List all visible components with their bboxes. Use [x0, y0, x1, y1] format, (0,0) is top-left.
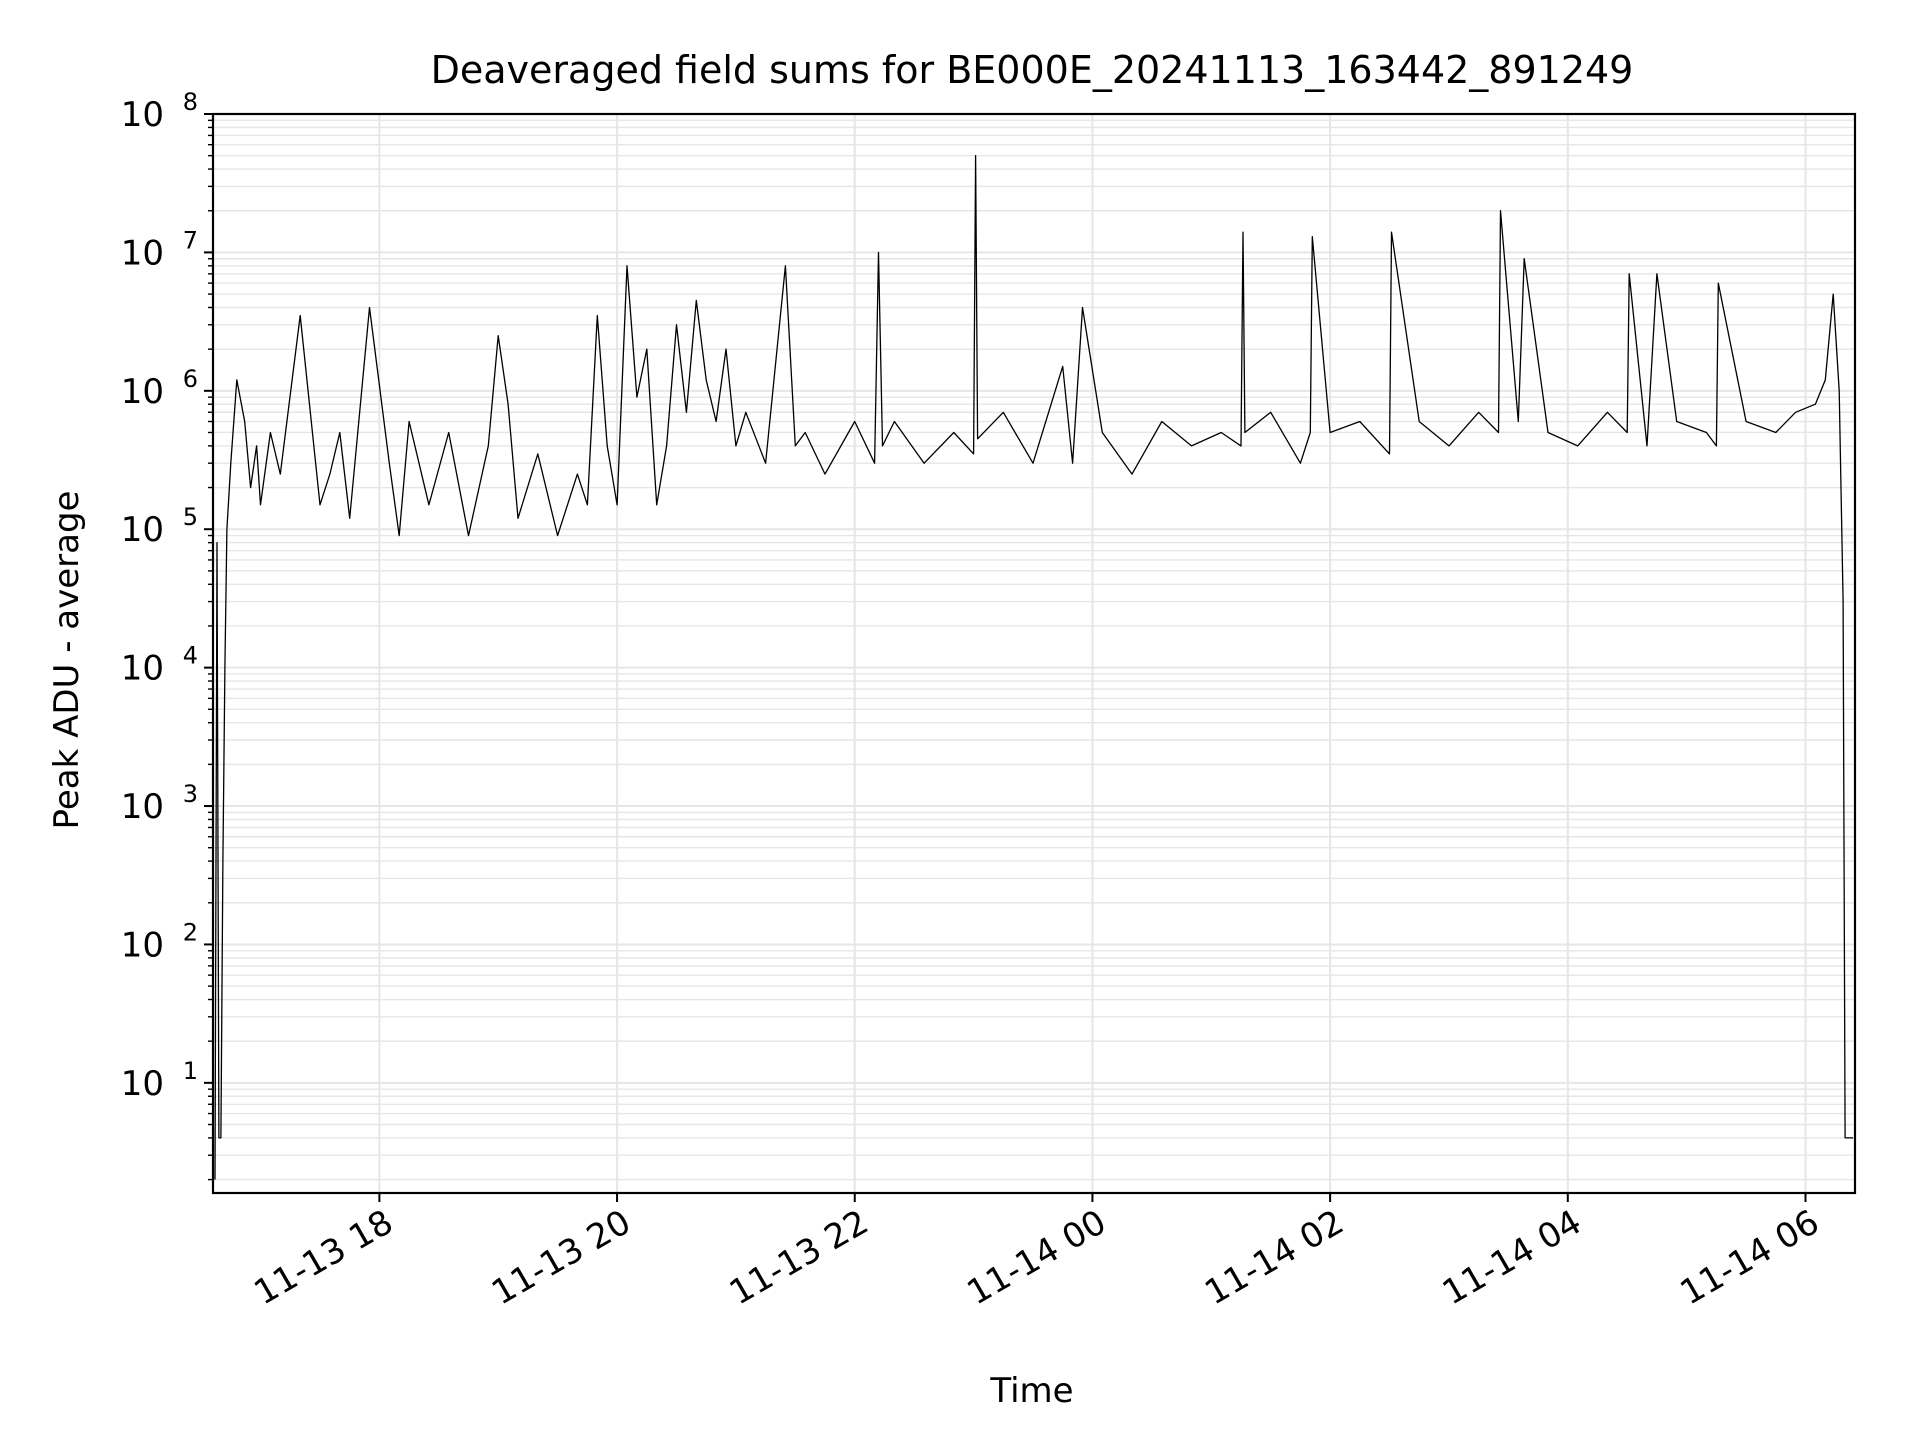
y-tick-label: 10 [121, 925, 164, 965]
x-axis-label: Time [989, 1371, 1073, 1411]
y-tick-label: 10 [121, 787, 164, 827]
plot-frame [211, 112, 1857, 1195]
y-tick-exponent: 8 [183, 88, 198, 116]
y-tick-label: 10 [121, 233, 164, 273]
y-tick-exponent: 1 [183, 1057, 198, 1085]
y-tick-exponent: 5 [183, 503, 198, 531]
y-tick-label: 10 [121, 649, 164, 689]
y-axis-label: Peak ADU - average [47, 491, 87, 830]
y-tick-label: 10 [121, 510, 164, 550]
y-tick-label: 10 [121, 372, 164, 412]
y-tick-exponent: 6 [183, 365, 198, 393]
y-tick-label: 10 [121, 1064, 164, 1104]
y-tick-exponent: 7 [183, 226, 198, 254]
series-line [214, 155, 1853, 1180]
y-tick-exponent: 3 [183, 780, 198, 808]
y-tick-label: 10 [121, 95, 164, 135]
chart-title: Deaveraged field sums for BE000E_2024111… [431, 48, 1634, 92]
y-tick-exponent: 2 [183, 918, 198, 946]
grid [213, 113, 1855, 1193]
y-tick-exponent: 4 [183, 642, 198, 670]
